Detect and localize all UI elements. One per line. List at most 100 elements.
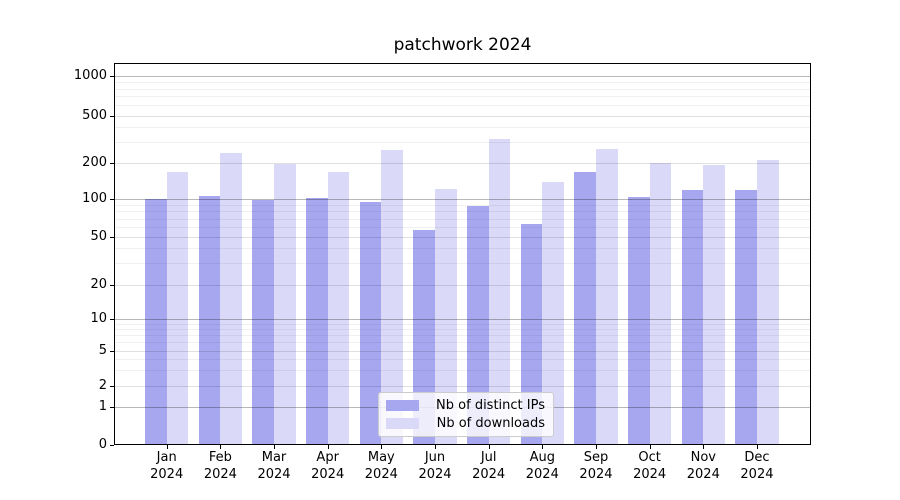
x-tick-label-nov: Nov 2024: [686, 450, 720, 482]
minor-gridline: [114, 88, 811, 90]
y-tick-label: 500: [82, 107, 107, 123]
bar-downloads-apr: [327, 172, 350, 445]
y-tick-label: 2: [98, 378, 107, 393]
y-tick-mark: [110, 444, 114, 446]
bar-downloads-oct: [649, 162, 672, 445]
bar-downloads-mar: [274, 164, 296, 445]
minor-gridline: [114, 226, 811, 228]
bar-downloads-jul: [488, 138, 511, 445]
y-tick-label: 200: [82, 155, 107, 171]
x-tick-mark: [649, 445, 651, 449]
minor-gridline: [114, 263, 811, 265]
chart-title: patchwork 2024: [393, 35, 532, 55]
major-gridline: [114, 319, 811, 321]
y-tick-label: 20: [90, 276, 107, 292]
y-tick-label: 5: [98, 342, 107, 358]
x-tick-label-mar: Mar 2024: [257, 450, 291, 482]
legend-label-distinct-ips: Nb of distinct IPs: [436, 398, 545, 413]
minor-gridline: [114, 342, 811, 344]
y-tick-mark: [110, 163, 114, 165]
minor-gridline: [114, 96, 811, 98]
minor-gridline: [114, 105, 811, 107]
legend: Nb of distinct IPs Nb of downloads: [378, 392, 554, 437]
minor-gridline: [114, 127, 811, 129]
y-tick-label: 50: [90, 228, 107, 244]
x-tick-mark: [542, 445, 544, 449]
y-tick-mark: [110, 319, 114, 321]
y-tick-label: 100: [82, 191, 107, 207]
legend-swatch-downloads: [386, 418, 419, 429]
y-tick-mark: [110, 350, 114, 352]
major-gridline: [114, 75, 811, 77]
y-tick-mark: [110, 75, 114, 77]
major-gridline: [114, 236, 811, 238]
major-gridline: [114, 163, 811, 165]
x-tick-label-oct: Oct 2024: [633, 450, 667, 482]
minor-gridline: [114, 370, 811, 372]
major-gridline: [114, 284, 811, 286]
x-tick-label-jul: Jul 2024: [472, 450, 506, 482]
x-tick-label-sep: Sep 2024: [579, 450, 613, 482]
y-tick-label: 0: [98, 436, 107, 452]
legend-swatch-distinct-ips: [386, 400, 419, 411]
x-tick-label-feb: Feb 2024: [203, 450, 237, 482]
x-tick-mark: [166, 445, 168, 449]
x-tick-mark: [274, 445, 276, 449]
y-tick-label: 10: [90, 311, 107, 327]
major-gridline: [114, 115, 811, 117]
bar-downloads-dec: [756, 159, 779, 445]
y-tick-mark: [110, 115, 114, 117]
minor-gridline: [114, 204, 811, 206]
legend-item-downloads: Nb of downloads: [386, 416, 545, 431]
bar-downloads-may: [381, 150, 403, 445]
y-tick-label: 1: [98, 399, 107, 415]
bar-ips-nov: [681, 189, 704, 445]
x-tick-mark: [703, 445, 705, 449]
minor-gridline: [114, 81, 811, 83]
y-tick-mark: [110, 386, 114, 387]
bar-downloads-nov: [703, 165, 725, 445]
x-tick-label-jun: Jun 2024: [418, 450, 452, 482]
x-tick-label-may: May 2024: [364, 450, 398, 482]
bar-ips-jun: [413, 229, 435, 445]
minor-gridline: [114, 211, 811, 213]
bar-ips-mar: [252, 199, 274, 445]
x-tick-mark: [756, 445, 758, 449]
y-tick-label: 1000: [73, 67, 107, 83]
minor-gridline: [114, 335, 811, 337]
minor-gridline: [114, 218, 811, 220]
minor-gridline: [114, 248, 811, 250]
bar-ips-may: [359, 202, 382, 445]
minor-gridline: [114, 359, 811, 361]
bar-downloads-jan: [166, 172, 189, 445]
x-tick-mark: [220, 445, 222, 449]
x-tick-mark: [327, 445, 329, 449]
legend-item-distinct-ips: Nb of distinct IPs: [386, 398, 545, 413]
x-tick-mark: [435, 445, 436, 449]
major-gridline: [114, 350, 811, 352]
bar-ips-sep: [574, 172, 596, 445]
legend-label-downloads: Nb of downloads: [436, 416, 545, 431]
x-tick-label-jan: Jan 2024: [150, 450, 184, 482]
x-tick-label-apr: Apr 2024: [311, 450, 345, 482]
x-tick-mark: [381, 445, 383, 449]
bar-downloads-sep: [595, 149, 618, 445]
minor-gridline: [114, 142, 811, 144]
plot-area: [114, 62, 811, 445]
bar-downloads-feb: [220, 152, 242, 445]
minor-gridline: [114, 329, 811, 331]
bar-downloads-aug: [542, 181, 564, 445]
bar-ips-feb: [198, 195, 221, 445]
x-tick-mark: [488, 445, 490, 449]
y-tick-mark: [110, 284, 114, 286]
major-gridline: [114, 199, 811, 201]
bar-ips-jan: [145, 199, 167, 445]
major-gridline: [114, 386, 811, 387]
bar-ips-dec: [735, 189, 757, 445]
x-tick-label-dec: Dec 2024: [740, 450, 774, 482]
y-tick-mark: [110, 407, 114, 409]
bar-downloads-jun: [435, 188, 457, 445]
x-tick-mark: [595, 445, 597, 449]
bar-ips-aug: [520, 224, 543, 445]
